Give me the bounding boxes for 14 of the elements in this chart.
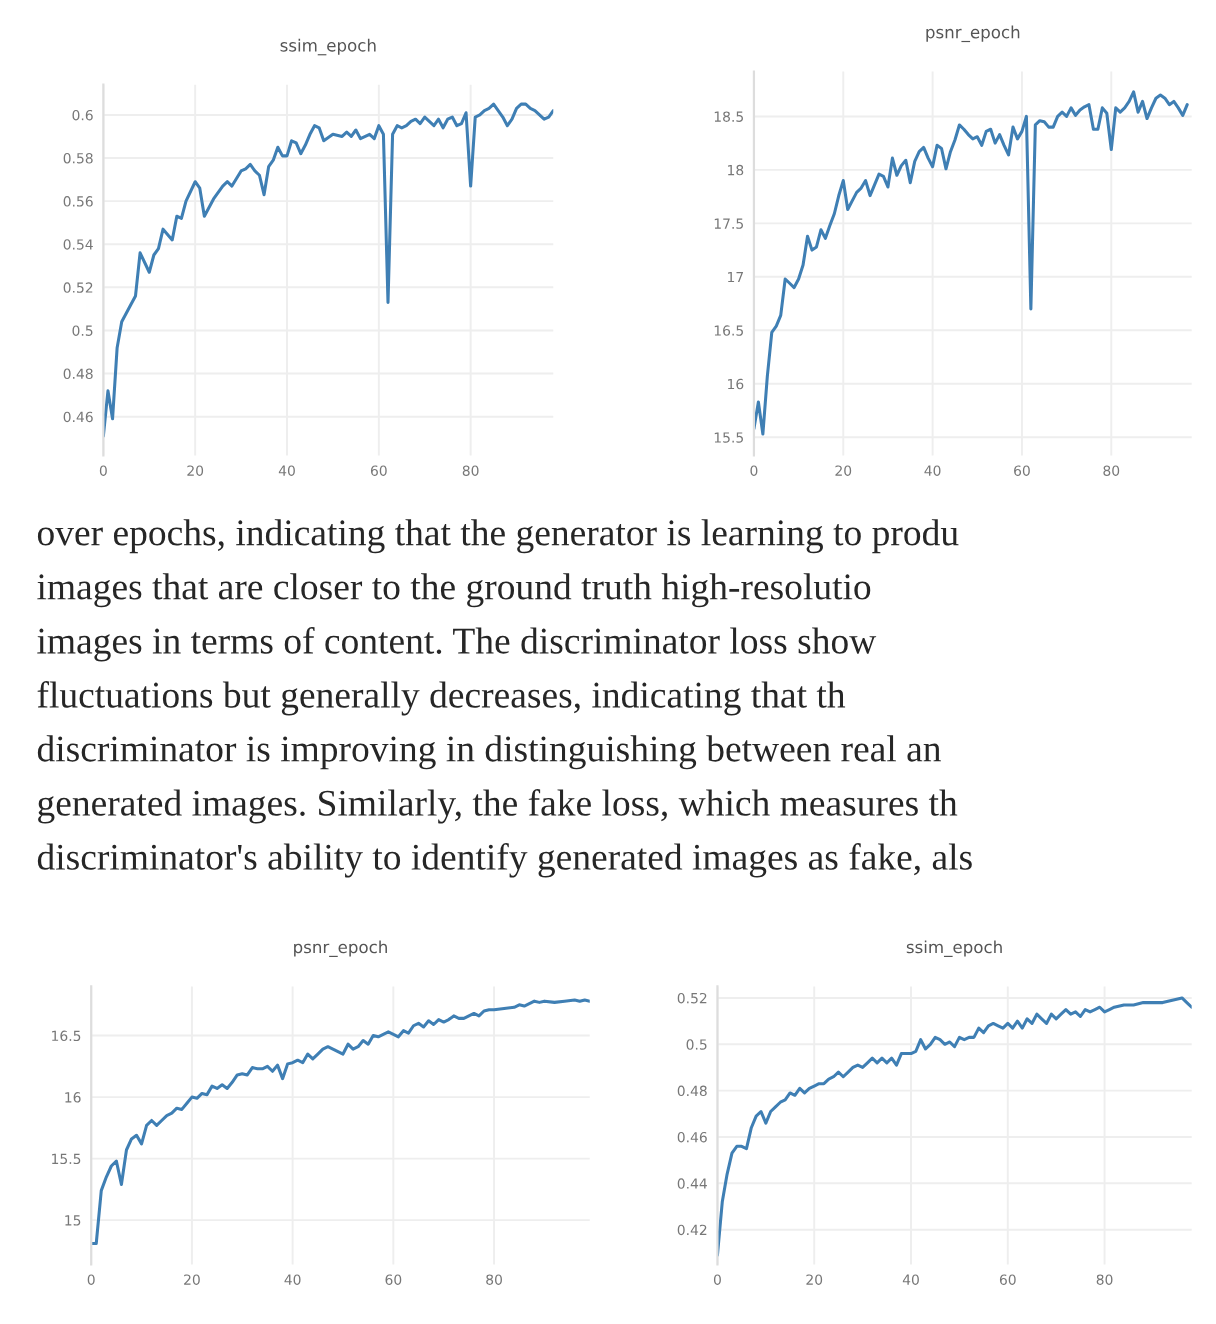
text: generated images. Similarly, the fake loss, which measures th <box>38 789 958 824</box>
line-series <box>753 90 1189 436</box>
line-series <box>103 102 554 438</box>
chart-title: ssim_epoch <box>906 940 1002 957</box>
text: over epochs, indicating that the generator is learning to produ <box>37 519 959 554</box>
text: fluctuations but generally decreases, indicating that th <box>37 681 846 716</box>
chart-title: ssim_epoch <box>280 38 376 56</box>
text: discriminator is improving in distinguishing between real an <box>37 735 941 770</box>
chart-title: psnr_epoch <box>294 940 387 957</box>
text: images that are closer to the ground truth high-resolutio <box>37 573 871 608</box>
chart-title: psnr_epoch <box>926 25 1020 43</box>
text: discriminator's ability to identify generated images as fake, als <box>37 843 972 878</box>
line-series <box>91 998 590 1246</box>
text: images in terms of content. The discriminator loss show <box>37 627 877 662</box>
